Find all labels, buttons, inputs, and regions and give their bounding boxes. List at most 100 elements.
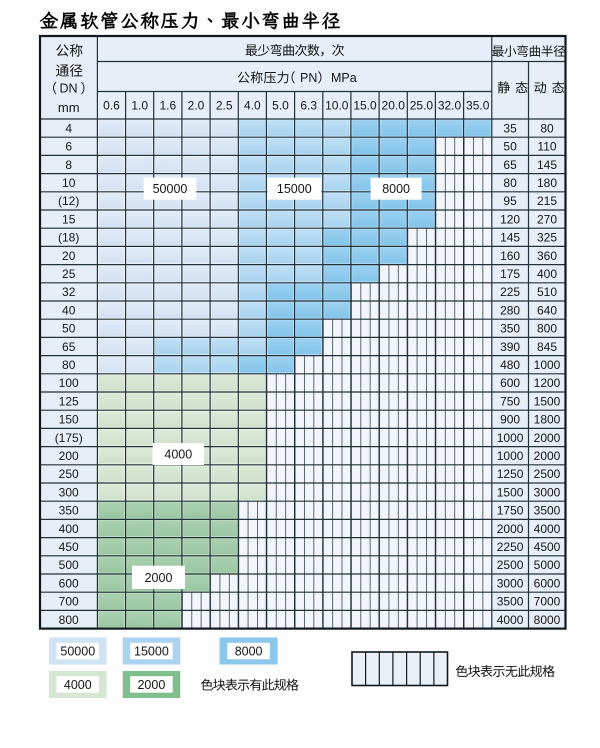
svg-text:15: 15 [62, 212, 76, 226]
svg-text:500: 500 [59, 558, 79, 572]
svg-text:1.0: 1.0 [131, 99, 148, 113]
svg-text:80: 80 [503, 176, 517, 190]
svg-text:1750: 1750 [497, 504, 524, 518]
svg-text:1800: 1800 [534, 413, 561, 427]
svg-text:215: 215 [537, 194, 557, 208]
svg-text:280: 280 [500, 303, 520, 317]
svg-text:400: 400 [537, 267, 557, 281]
svg-text:4000: 4000 [534, 522, 561, 536]
svg-text:6000: 6000 [534, 576, 561, 590]
svg-text:270: 270 [537, 212, 557, 226]
svg-text:750: 750 [500, 394, 520, 408]
svg-text:2000: 2000 [145, 571, 173, 585]
svg-text:7000: 7000 [534, 595, 561, 609]
svg-text:2500: 2500 [534, 467, 561, 481]
svg-text:32.0: 32.0 [438, 99, 462, 113]
svg-text:600: 600 [59, 576, 79, 590]
svg-text:1500: 1500 [497, 485, 524, 499]
svg-text:32: 32 [62, 285, 76, 299]
svg-text:845: 845 [537, 340, 557, 354]
svg-text:15000: 15000 [277, 182, 312, 196]
svg-text:145: 145 [537, 158, 557, 172]
svg-text:50000: 50000 [60, 644, 95, 658]
svg-text:100: 100 [59, 376, 79, 390]
svg-text:PN: PN [300, 71, 317, 85]
svg-text:15.0: 15.0 [353, 99, 377, 113]
svg-text:700: 700 [59, 595, 79, 609]
svg-text:180: 180 [537, 176, 557, 190]
svg-text:8000: 8000 [235, 644, 263, 658]
svg-text:65: 65 [62, 340, 76, 354]
svg-text:125: 125 [59, 394, 79, 408]
svg-text:2000: 2000 [534, 431, 561, 445]
svg-text:4000: 4000 [64, 678, 92, 692]
svg-text:6.3: 6.3 [300, 99, 317, 113]
svg-text:5.0: 5.0 [272, 99, 289, 113]
svg-text:65: 65 [503, 158, 517, 172]
svg-text:300: 300 [59, 485, 79, 499]
svg-text:8: 8 [65, 158, 72, 172]
svg-text:mm: mm [58, 100, 80, 115]
svg-text:1000: 1000 [497, 431, 524, 445]
svg-text:225: 225 [500, 285, 520, 299]
svg-text:350: 350 [500, 322, 520, 336]
svg-text:35: 35 [503, 121, 517, 135]
svg-text:80: 80 [540, 121, 554, 135]
svg-text:2500: 2500 [497, 558, 524, 572]
svg-text:50: 50 [503, 140, 517, 154]
svg-text:150: 150 [59, 413, 79, 427]
svg-text:510: 510 [537, 285, 557, 299]
svg-text:600: 600 [500, 376, 520, 390]
svg-text:80: 80 [62, 358, 76, 372]
svg-text:3500: 3500 [497, 595, 524, 609]
svg-text:2000: 2000 [534, 449, 561, 463]
svg-text:325: 325 [537, 231, 557, 245]
svg-text:50: 50 [62, 322, 76, 336]
svg-text:2.5: 2.5 [216, 99, 233, 113]
svg-text:390: 390 [500, 340, 520, 354]
svg-text:2000: 2000 [137, 678, 165, 692]
svg-text:450: 450 [59, 540, 79, 554]
svg-text:145: 145 [500, 231, 520, 245]
svg-text:640: 640 [537, 303, 557, 317]
svg-text:4500: 4500 [534, 540, 561, 554]
svg-text:25: 25 [62, 267, 76, 281]
svg-text:10: 10 [62, 176, 76, 190]
svg-text:15000: 15000 [134, 644, 169, 658]
svg-text:4.0: 4.0 [244, 99, 261, 113]
svg-text:40: 40 [62, 303, 76, 317]
svg-text:1000: 1000 [534, 358, 561, 372]
svg-text:1500: 1500 [534, 394, 561, 408]
svg-text:350: 350 [59, 504, 79, 518]
svg-text:110: 110 [537, 140, 556, 154]
svg-text:2.0: 2.0 [188, 99, 205, 113]
svg-text:DN: DN [59, 82, 77, 96]
svg-text:1.6: 1.6 [159, 99, 176, 113]
svg-text:2250: 2250 [497, 540, 524, 554]
svg-text:800: 800 [59, 613, 79, 627]
svg-text:480: 480 [500, 358, 520, 372]
svg-text:160: 160 [500, 249, 520, 263]
svg-text:8000: 8000 [534, 613, 561, 627]
svg-text:3000: 3000 [534, 485, 561, 499]
svg-text:20.0: 20.0 [382, 99, 406, 113]
svg-text:MPa: MPa [331, 71, 357, 85]
svg-text:2000: 2000 [497, 522, 524, 536]
svg-text:1000: 1000 [497, 449, 524, 463]
svg-text:20: 20 [62, 249, 76, 263]
svg-text:50000: 50000 [153, 182, 188, 196]
svg-text:120: 120 [500, 212, 520, 226]
svg-text:25.0: 25.0 [410, 99, 434, 113]
svg-text:175: 175 [500, 267, 520, 281]
svg-text:(12): (12) [58, 194, 79, 208]
svg-text:360: 360 [537, 249, 557, 263]
svg-text:95: 95 [503, 194, 517, 208]
svg-text:(18): (18) [58, 231, 79, 245]
svg-text:(175): (175) [55, 431, 83, 445]
svg-text:6: 6 [65, 140, 72, 154]
svg-text:8000: 8000 [382, 182, 410, 196]
svg-text:800: 800 [537, 322, 557, 336]
svg-text:4000: 4000 [164, 447, 192, 461]
svg-text:4: 4 [65, 121, 72, 135]
svg-text:900: 900 [500, 413, 520, 427]
